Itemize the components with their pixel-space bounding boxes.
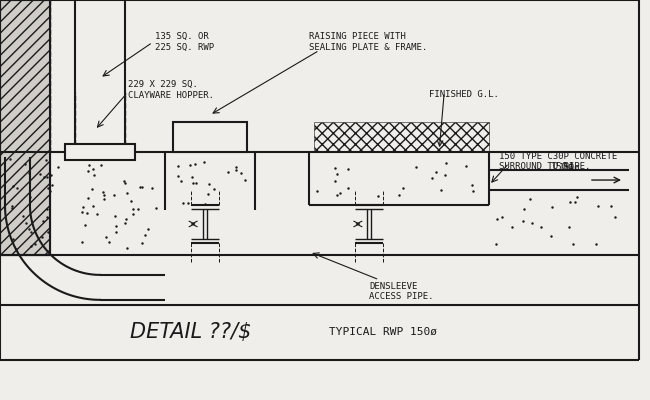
Text: DETAIL ??/$: DETAIL ??/$ <box>130 322 251 342</box>
Bar <box>65 144 135 160</box>
Text: 150 TYPE C30P CONCRETE
SURROUND TO PIPE.: 150 TYPE C30P CONCRETE SURROUND TO PIPE. <box>499 152 618 172</box>
Text: 150ø: 150ø <box>551 162 574 172</box>
Bar <box>315 122 489 152</box>
Text: 229 X 229 SQ.
CLAYWARE HOPPER.: 229 X 229 SQ. CLAYWARE HOPPER. <box>128 80 214 100</box>
Text: 150ø: 150ø <box>559 163 580 172</box>
Bar <box>201 122 218 130</box>
Text: RAISING PIECE WITH
SEALING PLATE & FRAME.: RAISING PIECE WITH SEALING PLATE & FRAME… <box>309 32 428 52</box>
Bar <box>173 122 246 152</box>
Text: 135 SQ. OR
225 SQ. RWP: 135 SQ. OR 225 SQ. RWP <box>155 32 214 52</box>
Bar <box>0 0 50 255</box>
Text: FINISHED G.L.: FINISHED G.L. <box>429 90 499 99</box>
Text: TYPICAL RWP 150ø: TYPICAL RWP 150ø <box>330 327 437 337</box>
Text: DENSLEEVE
ACCESS PIPE.: DENSLEEVE ACCESS PIPE. <box>369 282 434 301</box>
